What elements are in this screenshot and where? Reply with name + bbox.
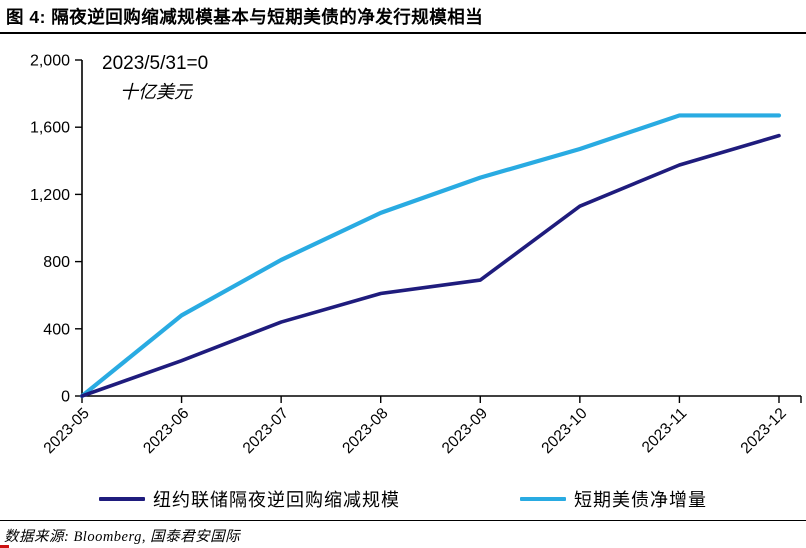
legend-label-tbill: 短期美债净增量: [574, 490, 707, 510]
x-tick-label: 2023-12: [738, 405, 790, 457]
y-tick-label: 400: [43, 321, 70, 338]
x-tick-label: 2023-05: [41, 405, 93, 457]
legend-line-swatch-tbill: [520, 497, 566, 501]
x-tick-label: 2023-06: [140, 405, 192, 457]
legend-item-rrp: 纽约联储隔夜逆回购缩减规模: [99, 486, 400, 512]
y-tick-label: 800: [43, 254, 70, 271]
x-tick-label: 2023-09: [439, 405, 491, 457]
legend-label-rrp: 纽约联储隔夜逆回购缩减规模: [153, 490, 400, 510]
source-note-text: 数据来源: Bloomberg, 国泰君安国际: [4, 529, 241, 545]
line-chart: 0 400 800 1,200 1,600 2,000 2023-05 2023-06 2023…: [30, 53, 802, 458]
series-line-rrp: [80, 133, 781, 398]
legend-line-swatch-rrp: [99, 497, 145, 501]
series-line-tbill: [79, 113, 782, 399]
source-note-bar: 数据来源: Bloomberg, 国泰君安国际: [0, 520, 806, 548]
y-tick-label: 1,600: [30, 120, 70, 137]
x-tick-label: 2023-10: [538, 405, 591, 458]
y-tick-label: 1,200: [30, 187, 70, 204]
x-tick-label: 2023-07: [240, 405, 292, 457]
x-tick-label: 2023-11: [639, 405, 690, 456]
y-tick-label: 2,000: [30, 53, 70, 70]
baseline-note: 2023/5/31=0: [102, 53, 208, 74]
title-divider: [0, 32, 806, 34]
figure-title: 图 4: 隔夜逆回购缩减规模基本与短期美债的净发行规模相当: [6, 7, 484, 27]
legend-item-tbill: 短期美债净增量: [520, 486, 707, 512]
y-tick-label: 0: [61, 389, 70, 406]
chart-legend: 纽约联储隔夜逆回购缩减规模 短期美债净增量: [0, 486, 806, 512]
page-edge-artifact: [0, 545, 9, 548]
x-tick-label: 2023-08: [339, 405, 391, 457]
unit-note: 十亿美元: [120, 82, 194, 102]
